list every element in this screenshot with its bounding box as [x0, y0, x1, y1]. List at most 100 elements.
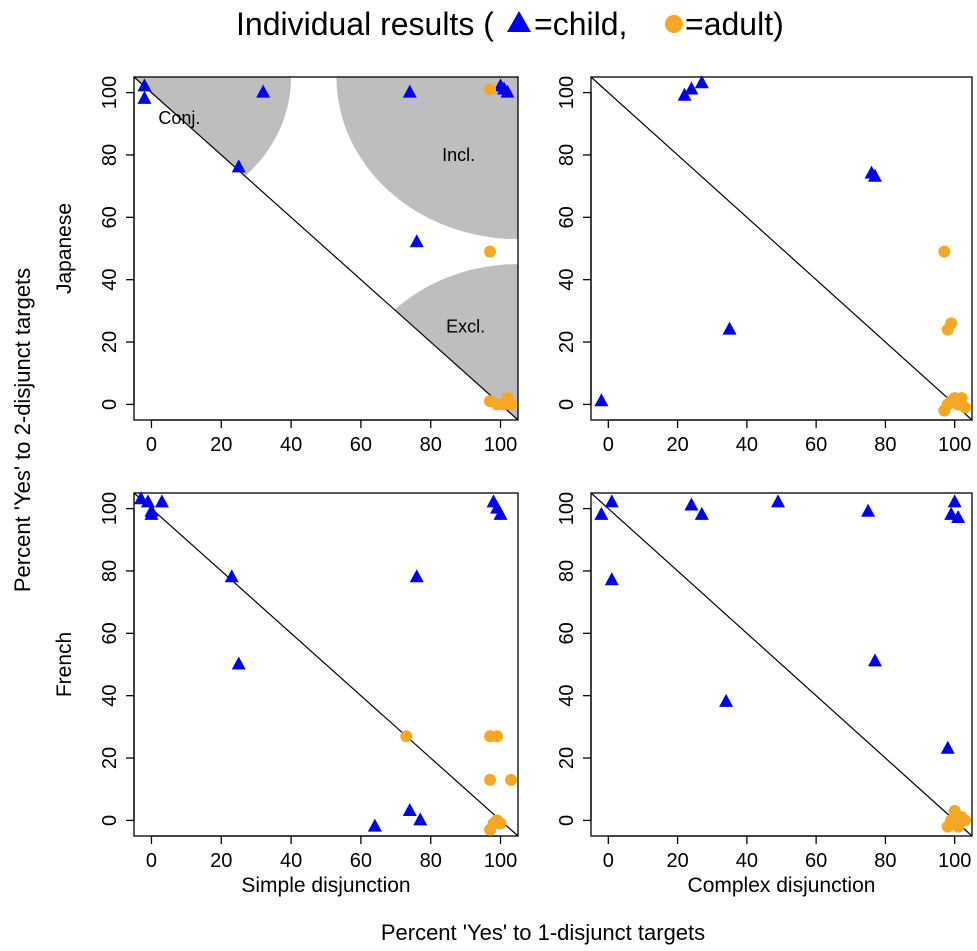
y-tick-label: 40	[99, 269, 121, 291]
x-tick-label: 40	[280, 434, 302, 456]
y-tick-label: 0	[99, 399, 121, 410]
child-point	[722, 321, 737, 335]
adult-point	[491, 730, 504, 743]
child-point	[402, 803, 417, 817]
y-tick-label: 100	[556, 76, 578, 109]
title-adult-marker	[665, 15, 683, 33]
figure-title: Individual results ( =child, =adult)	[236, 6, 784, 42]
x-axis: 0 20 40 60 80 100	[146, 835, 517, 872]
child-point	[500, 84, 515, 98]
child-point	[677, 87, 692, 101]
adult-point	[938, 245, 951, 258]
column-label: Complex disjunction	[688, 874, 876, 897]
x-tick-label: 100	[938, 850, 971, 872]
y-tick-label: 60	[556, 206, 578, 228]
adult-point	[484, 83, 497, 96]
y-tick-label: 40	[99, 685, 121, 707]
x-tick-label: 40	[736, 850, 758, 872]
x-tick-label: 60	[350, 850, 372, 872]
panels: Conj.Incl.Excl.020406080100020406080100J…	[53, 75, 973, 897]
row-label: Japanese	[53, 203, 76, 294]
y-tick-label: 60	[556, 622, 578, 644]
adult-point	[494, 817, 507, 830]
child-point	[137, 90, 152, 104]
child-point	[940, 740, 955, 754]
y-tick-label: 80	[99, 560, 121, 582]
series-child	[594, 494, 966, 754]
panel-2: 0 20 40 60 80 100 0 20 40 60 80 100	[556, 75, 973, 456]
y-axis: 0 20 40 60 80 100	[99, 492, 135, 826]
panel-1: Conj.Incl.Excl.020406080100020406080100J…	[53, 76, 519, 456]
y-tick-label: 60	[99, 206, 121, 228]
x-axis-label: Percent 'Yes' to 1-disjunct targets	[381, 920, 705, 945]
series-adult	[941, 805, 972, 833]
child-point	[402, 84, 417, 98]
child-point	[409, 569, 424, 583]
series-adult	[400, 730, 518, 836]
x-tick-label: 80	[874, 850, 896, 872]
panel-3: 0 20 40 60 80 100 0 20 40 60 80 100 French Simple dis…	[53, 491, 519, 897]
child-point	[719, 693, 734, 707]
y-tick-label: 20	[99, 331, 121, 353]
region-label-incl: Incl.	[442, 145, 475, 165]
child-point	[224, 569, 239, 583]
series-child	[133, 491, 508, 832]
row-label: French	[53, 632, 76, 697]
child-point	[367, 818, 382, 832]
child-point	[694, 75, 709, 89]
series-adult	[484, 83, 518, 411]
y-tick-label: 20	[556, 747, 578, 769]
series-adult	[938, 245, 972, 417]
adult-point	[959, 401, 972, 414]
y-tick-label: 40	[556, 269, 578, 291]
child-point	[861, 503, 876, 517]
x-tick-label: 80	[420, 434, 442, 456]
y-axis: 0 20 40 60 80 100	[556, 76, 592, 410]
child-point	[604, 494, 619, 508]
adult-point	[505, 398, 518, 411]
child-point	[256, 84, 271, 98]
x-tick-label: 60	[350, 434, 372, 456]
y-tick-label: 0	[556, 399, 578, 410]
y-axis: 0 20 40 60 80 100	[556, 492, 592, 826]
x-tick-label: 20	[666, 434, 688, 456]
y-tick-label: 80	[556, 560, 578, 582]
x-tick-label: 80	[874, 434, 896, 456]
child-point	[771, 494, 786, 508]
x-tick-label: 20	[210, 434, 232, 456]
child-point	[684, 497, 699, 511]
region-incl	[336, 77, 518, 240]
x-tick-label: 100	[484, 434, 517, 456]
child-point	[694, 506, 709, 520]
child-point	[868, 653, 883, 667]
child-point	[947, 494, 962, 508]
x-tick-label: 40	[736, 434, 758, 456]
diagonal-line	[133, 492, 519, 837]
child-point	[231, 159, 246, 173]
x-tick-label: 0	[603, 850, 614, 872]
y-tick-label: 60	[99, 622, 121, 644]
x-tick-label: 0	[146, 434, 157, 456]
panel-4: 0 20 40 60 80 100 0 20 40 60 80 100 Complex disjunct…	[556, 492, 973, 897]
series-child	[137, 78, 515, 248]
child-point	[594, 506, 609, 520]
x-tick-label: 100	[938, 434, 971, 456]
x-tick-label: 40	[280, 850, 302, 872]
x-axis: 0 20 40 60 80 100	[603, 419, 971, 456]
column-label: Simple disjunction	[241, 874, 410, 897]
title-adult-label: =adult)	[685, 6, 784, 42]
title-main: Individual results (	[236, 6, 494, 42]
y-tick-label: 80	[99, 144, 121, 166]
y-tick-label: 40	[556, 685, 578, 707]
x-tick-label: 80	[420, 850, 442, 872]
child-point	[231, 656, 246, 670]
y-axis: 0 20 40 60 80 100	[99, 76, 135, 410]
child-point	[409, 234, 424, 248]
adult-point	[484, 245, 497, 258]
adult-point	[505, 773, 518, 786]
x-tick-label: 60	[805, 850, 827, 872]
child-point	[493, 506, 508, 520]
series-child	[594, 75, 883, 407]
x-tick-label: 20	[666, 850, 688, 872]
